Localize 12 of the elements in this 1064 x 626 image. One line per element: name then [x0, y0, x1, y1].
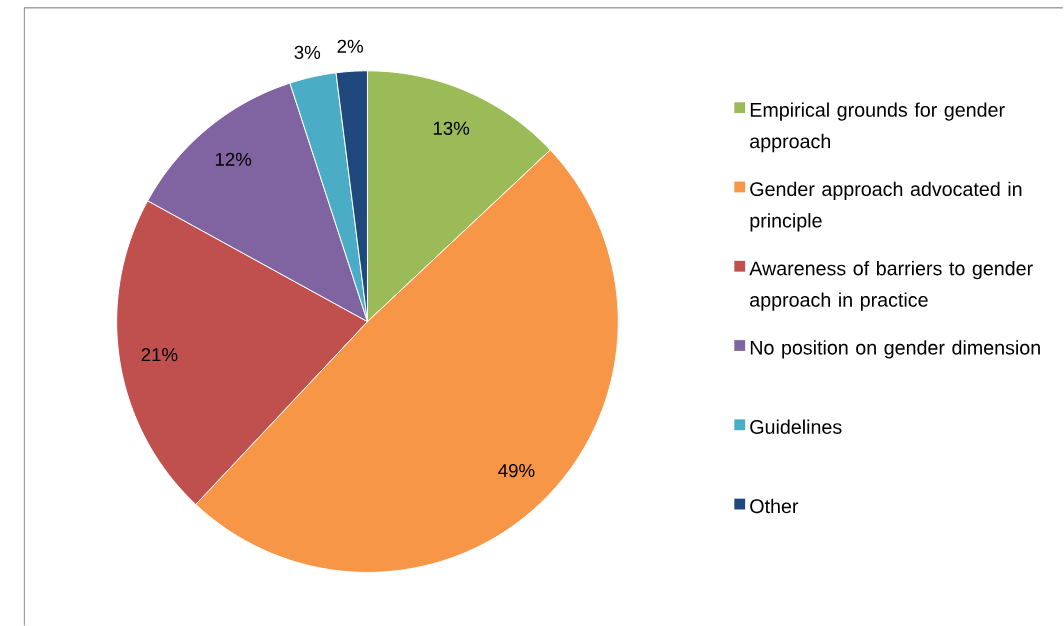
data-label: 21%: [141, 348, 178, 362]
data-label: 3%: [294, 45, 321, 60]
data-label: 13%: [433, 121, 470, 135]
data-label: 2%: [337, 39, 363, 53]
legend-label: No position on gender dimension: [750, 340, 1040, 359]
legend-label: Awareness of barriers to gender approach in practice: [749, 260, 1033, 311]
legend-label: Empirical grounds for gender approach: [750, 102, 1005, 153]
data-label: 49%: [498, 464, 535, 478]
legend-label: Guidelines: [750, 419, 842, 434]
legend-label: Gender approach advocated in principle: [750, 181, 1022, 232]
legend-label: Other: [750, 498, 799, 514]
data-label: 12%: [215, 152, 252, 166]
